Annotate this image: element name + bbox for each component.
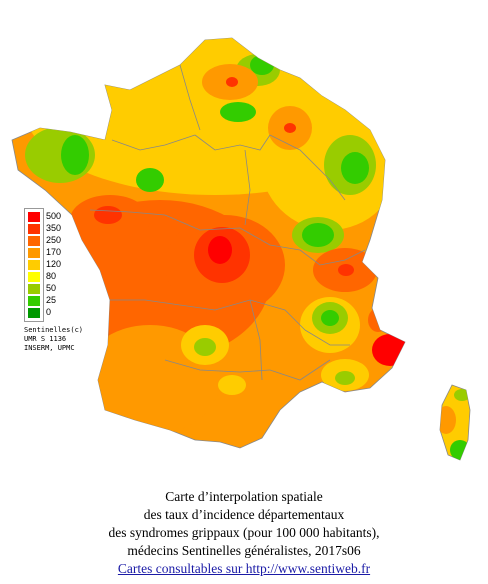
zone-nord-darkgreen — [250, 55, 274, 75]
zone-lorraine-darkgreen — [341, 152, 369, 184]
credits-line-3: INSERM, UPMC — [24, 344, 75, 352]
legend-swatch-0 — [28, 308, 40, 318]
legend-swatch-25 — [28, 296, 40, 306]
zone-riviera-red — [372, 334, 405, 366]
legend-swatch-500 — [28, 212, 40, 222]
france-incidence-map — [11, 37, 471, 461]
map-caption: Carte d’interpolation spatiale des taux … — [0, 488, 488, 578]
zone-centre-deepred — [208, 236, 232, 264]
legend-swatch-120 — [28, 260, 40, 270]
credits: Sentinelles(c) UMR S 1136 INSERM, UPMC — [24, 326, 83, 353]
zone-north-red — [226, 77, 238, 87]
legend-label-80: 80 — [46, 271, 57, 281]
credits-line-1: Sentinelles(c) — [24, 326, 84, 334]
zone-bourgogne-darkgreen — [302, 223, 334, 247]
legend-label-500: 500 — [46, 211, 62, 221]
legend-swatch-50 — [28, 284, 40, 294]
zone-corsica-lightgreen — [454, 389, 470, 401]
zone-rhone-red — [338, 264, 354, 276]
zone-pyrenees-yellow — [218, 375, 246, 395]
zone-alpes-darkgreen — [321, 310, 339, 326]
caption-line-3: des syndromes grippaux (pour 100 000 hab… — [108, 525, 380, 540]
zone-picardie-green — [220, 102, 256, 122]
legend-swatch-80 — [28, 272, 40, 282]
legend-label-25: 25 — [46, 295, 57, 305]
caption-line-1: Carte d’interpolation spatiale — [165, 489, 323, 504]
zone-riviera-orange — [368, 308, 388, 332]
legend-swatch-350 — [28, 224, 40, 234]
legend-swatch-170 — [28, 248, 40, 258]
zone-brittany-darkgreen — [61, 135, 89, 175]
legend-label-50: 50 — [46, 283, 57, 293]
region-borders — [89, 64, 366, 381]
legend-label-250: 250 — [46, 235, 62, 245]
legend-label-0: 0 — [46, 307, 52, 317]
legend-box — [24, 208, 44, 322]
legend-label-170: 170 — [46, 247, 62, 257]
zone-champagne-red — [284, 123, 296, 133]
zone-aquitaine-green — [194, 338, 216, 356]
zone-loire-red — [94, 206, 122, 224]
caption-line-4: médecins Sentinelles généralistes, 2017s… — [127, 543, 361, 558]
caption-line-2: des taux d’incidence départementaux — [143, 507, 345, 522]
legend-label-120: 120 — [46, 259, 62, 269]
zone-provence-green — [335, 371, 355, 385]
credits-line-2: UMR S 1136 — [24, 335, 67, 343]
zone-corsica-orange — [440, 406, 456, 434]
sentiweb-link[interactable]: Cartes consultables sur http://www.senti… — [117, 561, 371, 576]
zone-normandie-green — [136, 168, 164, 192]
legend-label-350: 350 — [46, 223, 62, 233]
legend-swatch-250 — [28, 236, 40, 246]
